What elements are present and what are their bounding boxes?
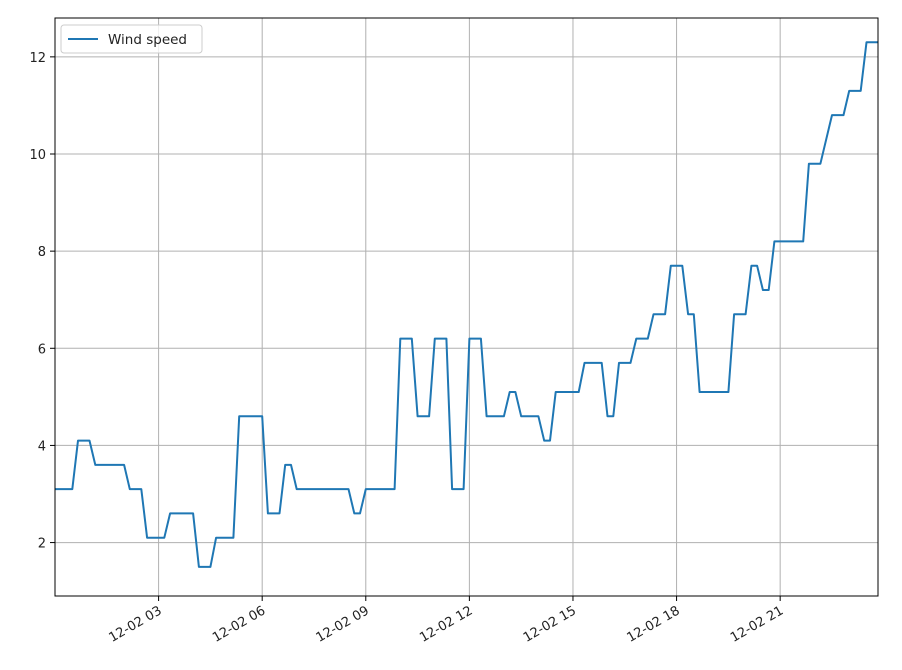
y-tick-label: 12	[29, 51, 46, 66]
legend-label: Wind speed	[108, 32, 187, 48]
series-line-wind-speed	[55, 41, 878, 568]
legend: Wind speed	[60, 24, 203, 54]
grid	[55, 18, 878, 596]
y-tick-label: 10	[29, 148, 46, 163]
y-tick-label: 4	[38, 439, 46, 454]
y-tick-label: 8	[38, 245, 46, 260]
y-tick-label: 2	[38, 537, 46, 552]
plot-frame	[54, 17, 879, 597]
series-layer	[55, 41, 878, 568]
y-tick-label: 6	[38, 342, 46, 357]
legend-box	[60, 24, 203, 54]
